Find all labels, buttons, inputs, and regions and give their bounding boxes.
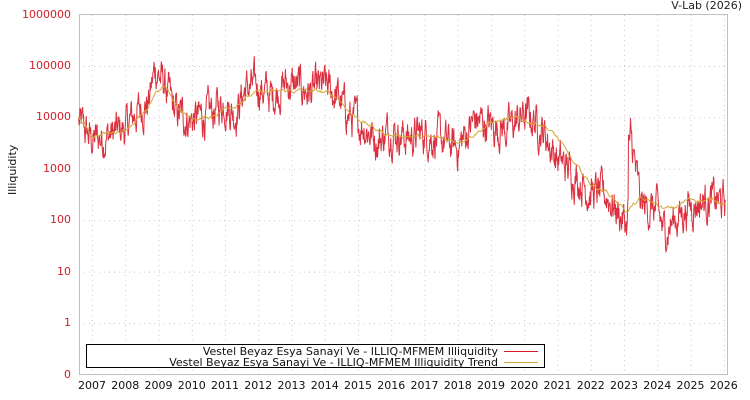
x-tick-label: 2023 [610,379,638,392]
x-tick-label: 2012 [244,379,273,392]
y-tick-label: 1000000 [22,7,71,21]
y-tick-label: 100000 [29,59,71,72]
x-tick-label: 2016 [377,379,406,392]
gridlines [79,15,728,375]
legend-item-illiquidity: Vestel Beyaz Esya Sanayi Ve - ILLIQ-MFME… [202,344,538,358]
x-tick-label: 2018 [443,379,472,392]
x-tick-label: 2024 [643,379,672,392]
x-tick-label: 2022 [576,379,605,392]
x-tick-label: 2007 [78,379,106,392]
x-tick-label: 2015 [344,379,372,392]
x-tick-label: 2020 [510,379,539,392]
x-tick-label: 2019 [477,379,505,392]
x-tick-label: 2026 [709,379,738,392]
trend-line [78,85,726,213]
legend-swatch-red [504,350,538,352]
x-tick-label: 2013 [277,379,306,392]
y-tick-label: 10 [57,264,71,278]
y-tick-label: 100 [50,213,71,227]
y-tick-label: 0 [64,368,71,381]
y-tick-label: 1000 [43,161,71,175]
legend-item-trend: Vestel Beyaz Esya Sanayi Ve - ILLIQ-MFME… [169,355,538,369]
x-tick-label: 2011 [211,379,239,392]
illiquidity-line [78,56,726,254]
legend: Vestel Beyaz Esya Sanayi Ve - ILLIQ-MFME… [86,344,545,369]
x-tick-label: 2010 [177,379,206,392]
y-axis-label: Illiquidity [6,144,19,195]
x-tick-label: 2021 [543,379,572,392]
legend-label: Vestel Beyaz Esya Sanayi Ve - ILLIQ-MFME… [202,344,498,358]
x-tick-label: 2009 [144,379,173,392]
series-lines [78,56,726,254]
y-tick-label: 10000 [36,110,71,124]
legend-label: Vestel Beyaz Esya Sanayi Ve - ILLIQ-MFME… [169,355,498,369]
legend-swatch-gold [504,361,538,363]
x-tick-label: 2017 [410,379,439,392]
x-tick-label: 2014 [310,379,339,392]
credit-label: V-Lab (2026) [671,0,742,12]
x-tick-label: 2025 [676,379,705,392]
y-tick-label: 1 [64,316,71,329]
plot-frame [79,14,728,375]
x-tick-label: 2008 [111,379,140,392]
